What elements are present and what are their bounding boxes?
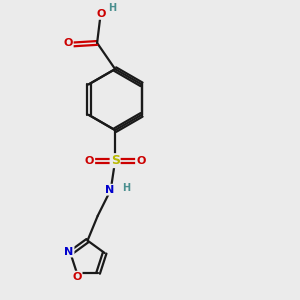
Text: O: O [72, 272, 82, 282]
Text: H: H [122, 183, 130, 193]
Text: N: N [105, 185, 114, 195]
Text: O: O [97, 9, 106, 19]
Text: S: S [111, 154, 120, 167]
Text: N: N [64, 247, 74, 256]
Text: O: O [63, 38, 73, 48]
Text: O: O [85, 156, 94, 166]
Text: O: O [136, 156, 146, 166]
Text: H: H [108, 3, 116, 13]
